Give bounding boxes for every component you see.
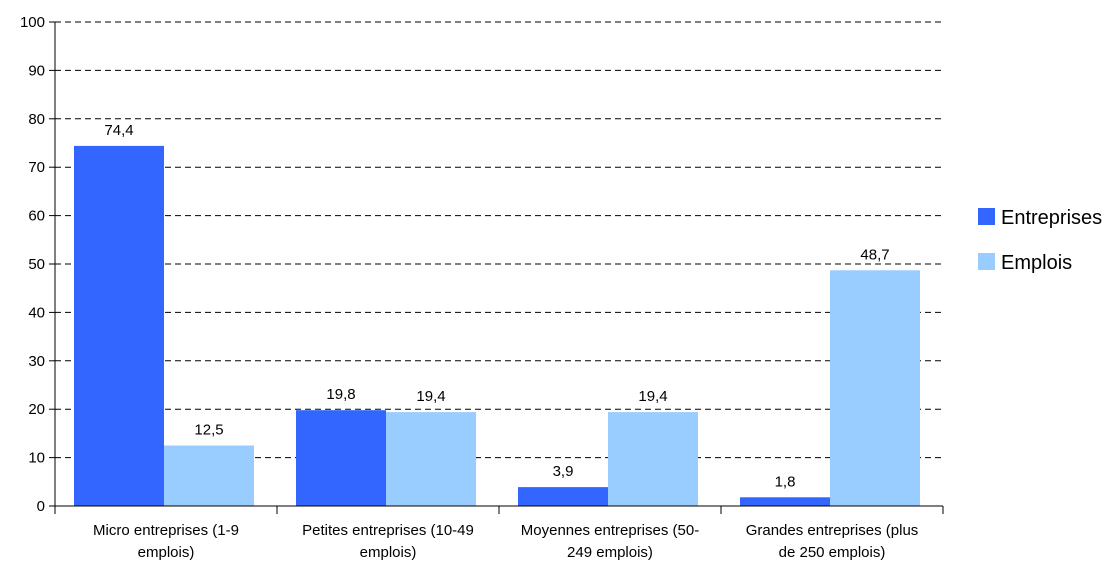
y-tick-label: 80 [28, 111, 45, 128]
x-tick-label: Micro entreprises (1-9 emplois) [93, 522, 239, 561]
bar-entreprises [74, 145, 164, 507]
legend-swatch-entreprises [978, 208, 995, 225]
x-tick-label: Moyennes entreprises (50-249 emplois) [521, 522, 699, 561]
y-tick-label: 60 [28, 208, 45, 225]
bar-emplois [608, 412, 698, 506]
x-tick-label: Petites entreprises (10-49 emplois) [302, 522, 474, 561]
data-label: 19,4 [416, 388, 445, 405]
gridlines [55, 21, 943, 459]
bar-emplois [386, 412, 476, 506]
legend: Entreprises Emplois [978, 207, 1102, 274]
data-label: 3,9 [553, 463, 574, 480]
axes: 0 10 20 30 40 50 60 70 80 90 100 Micro entreprises … [20, 14, 944, 561]
data-labels: 74,4 19,8 3,9 1,8 12,5 19,4 19,4 48,7 [104, 122, 889, 490]
legend-swatch-emplois [978, 253, 995, 270]
data-label: 19,4 [638, 388, 667, 405]
y-tick-label: 100 [20, 14, 45, 31]
data-label: 74,4 [104, 122, 133, 139]
data-label: 19,8 [326, 386, 355, 403]
bar-entreprises [296, 410, 386, 506]
y-tick-label: 30 [28, 353, 45, 370]
legend-label-entreprises: Entreprises [1001, 207, 1102, 229]
x-tick-label: Grandes entreprises (plus de 250 emplois) [746, 522, 919, 561]
legend-label-emplois: Emplois [1001, 252, 1072, 274]
bars [74, 145, 920, 507]
data-label: 48,7 [860, 246, 889, 263]
y-tick-label: 90 [28, 62, 45, 79]
bar-emplois [164, 445, 254, 506]
bar-emplois [830, 270, 920, 506]
y-tick-label: 40 [28, 304, 45, 321]
y-tick-label: 50 [28, 256, 45, 273]
y-tick-label: 10 [28, 450, 45, 467]
data-label: 12,5 [194, 422, 223, 439]
data-label: 1,8 [775, 473, 796, 490]
y-tick-label: 0 [37, 498, 45, 515]
bar-entreprises [518, 487, 608, 506]
bar-entreprises [740, 497, 830, 506]
y-tick-label: 20 [28, 401, 45, 418]
y-tick-label: 70 [28, 159, 45, 176]
